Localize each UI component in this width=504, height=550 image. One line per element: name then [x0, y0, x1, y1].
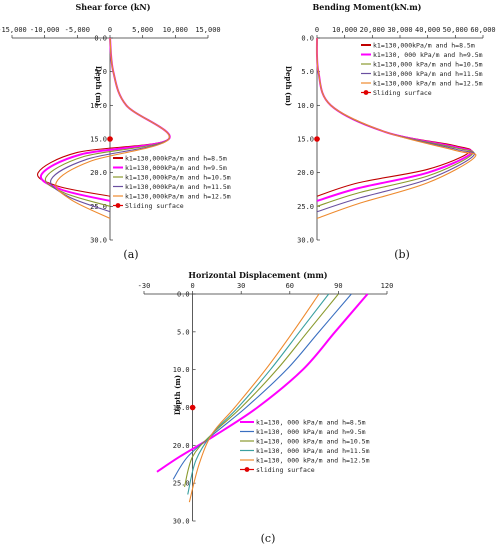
legend-entry: k1=130,000kPa/m and h=10.5m	[125, 173, 231, 181]
y-axis-label: Depth (m)	[284, 66, 293, 106]
y-tick-label: 0.0	[177, 291, 190, 299]
legend-marker	[244, 467, 250, 472]
x-tick-label: -15,000	[0, 26, 27, 34]
legend-marker	[363, 90, 369, 95]
legend-entry: k1=130, 000 kPa/m and h=12.5m	[256, 456, 370, 464]
x-tick-label: 0	[315, 26, 319, 34]
x-tick-label: -5,000	[65, 26, 90, 34]
x-tick-label: 5,000	[132, 26, 153, 34]
y-tick-label: 10.0	[173, 366, 190, 374]
y-tick-label: 20.0	[173, 442, 190, 450]
y-tick-label: 5.0	[301, 68, 314, 76]
legend-entry: k1=130,000 kPa/m and h=11.5m	[373, 70, 483, 78]
legend: k1=130, 000 kPa/m and h=8.5m k1=130, 000 …	[240, 418, 370, 474]
legend-entry: k1=130, 000 kPa/m and h=11.5m	[256, 447, 370, 455]
x-tick-label: -30	[138, 282, 151, 290]
x-tick-label: 0	[190, 282, 194, 290]
series-line	[187, 293, 330, 495]
legend-entry: sliding surface	[256, 466, 315, 474]
x-tick-label: 10,000	[163, 26, 188, 34]
x-tick-label: 30	[237, 282, 245, 290]
legend-entry: k1=130,000kPa/m and h=8.5m	[373, 41, 475, 49]
y-tick-label: 30.0	[90, 237, 107, 245]
y-tick-label: 30.0	[173, 518, 190, 526]
y-tick-label: 30.0	[297, 237, 314, 245]
x-tick-label: 60	[286, 282, 294, 290]
series-line	[55, 37, 170, 219]
y-tick-label: 25.0	[90, 203, 107, 211]
series-line	[183, 293, 339, 488]
series-line	[188, 293, 320, 503]
x-tick-label: 50,000	[443, 26, 468, 34]
shear-force-chart: Shear force (kN) Depth (m) (a) -15,000 -1…	[0, 2, 231, 261]
y-tick-label: 25.0	[297, 203, 314, 211]
x-tick-label: 0	[108, 26, 112, 34]
y-tick-label: 15.0	[90, 136, 107, 144]
legend-entry: k1=130,000kPa/m and h=8.5m	[125, 154, 227, 162]
y-axis-label: Depth (m)	[173, 375, 182, 415]
legend-entry: k1=130,000 kPa/m and h=10.5m	[373, 60, 483, 68]
x-tick-label: -10,000	[30, 26, 60, 34]
series-line	[316, 37, 477, 219]
sliding-surface-point	[314, 136, 320, 142]
legend: k1=130,000kPa/m and h=8.5m k1=130, 000 kP…	[361, 41, 483, 97]
y-tick-label: 10.0	[297, 102, 314, 110]
x-tick-label: 120	[381, 282, 394, 290]
x-tick-label: 10,000	[332, 26, 357, 34]
y-tick-label: 0.0	[301, 35, 314, 43]
y-tick-label: 15.0	[173, 404, 190, 412]
y-tick-label: 25.0	[173, 480, 190, 488]
legend-entry: k1=130, 000 kPa/m and h=9.5m	[256, 428, 366, 436]
chart-title: Horizontal Displacement (mm)	[188, 270, 327, 280]
chart-title: Shear force (kN)	[75, 2, 150, 12]
legend-entry: k1=130, 000 kPa/m and h=10.5m	[256, 437, 370, 445]
y-tick-label: 20.0	[90, 169, 107, 177]
x-tick-label: 20,000	[360, 26, 385, 34]
x-tick-label: 90	[334, 282, 342, 290]
chart-title: Bending Moment(kN.m)	[313, 2, 422, 12]
legend-entry: k1=130, 000 kPa/m and h=9.5m	[373, 51, 483, 59]
y-tick-label: 20.0	[297, 169, 314, 177]
sliding-surface-point	[189, 404, 196, 411]
x-tick-label: 30,000	[387, 26, 412, 34]
x-tick-label: 60,000	[470, 26, 495, 34]
series-line	[156, 293, 369, 473]
legend-entry: k1=130,000 kPa/m and h=12.5m	[373, 79, 483, 87]
legend-entry: k1=130,000kPa/m and h=9.5m	[125, 164, 227, 172]
legend-marker	[115, 203, 121, 208]
legend-entry: Sliding surface	[125, 202, 184, 210]
x-tick-label: 15,000	[195, 26, 220, 34]
panel-label: (a)	[123, 248, 138, 261]
y-axis-label: Depth (m)	[94, 66, 103, 106]
y-tick-label: 15.0	[297, 136, 314, 144]
x-tick-label: 40,000	[415, 26, 440, 34]
y-tick-label: 5.0	[94, 68, 107, 76]
horizontal-displacement-chart: Horizontal Displacement (mm) Depth (m) (…	[138, 270, 394, 545]
legend-entry: k1=130, 000 kPa/m and h=8.5m	[256, 418, 366, 426]
series-line	[172, 293, 352, 480]
panel-label: (c)	[261, 532, 276, 545]
legend-entry: Sliding surface	[373, 89, 432, 97]
bending-moment-chart: Bending Moment(kN.m) Depth (m) (b) 0 10,0…	[284, 2, 496, 261]
legend-entry: k1=130,000kPa/m and h=12.5m	[125, 192, 231, 200]
y-tick-label: 5.0	[177, 328, 190, 336]
panel-label: (b)	[394, 248, 410, 261]
legend-entry: k1=130,000kPa/m and h=11.5m	[125, 183, 231, 191]
y-tick-label: 10.0	[90, 102, 107, 110]
sliding-surface-point	[107, 136, 113, 142]
y-tick-label: 0.0	[94, 35, 107, 43]
legend: k1=130,000kPa/m and h=8.5m k1=130,000kPa/…	[113, 154, 231, 210]
